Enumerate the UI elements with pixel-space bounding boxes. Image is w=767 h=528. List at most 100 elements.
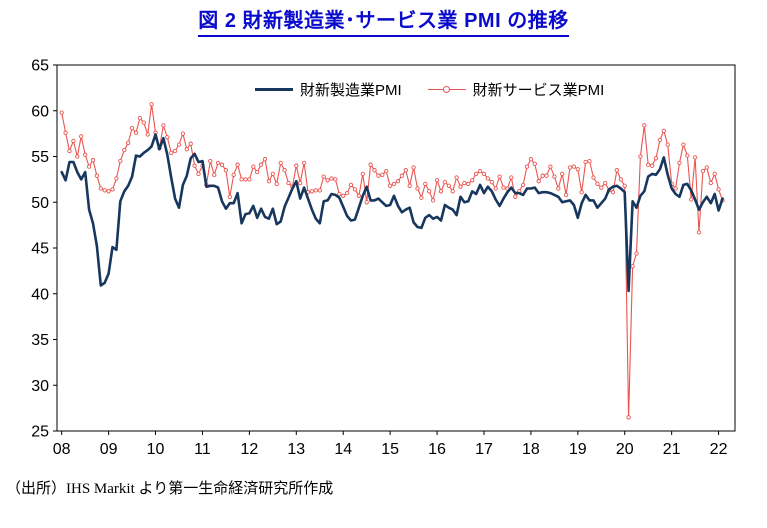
services-pmi-marker [364, 200, 369, 205]
services-pmi-marker [599, 185, 604, 190]
services-pmi-marker [653, 156, 659, 161]
x-tick-label: 12 [240, 441, 258, 458]
services-pmi-marker [94, 173, 100, 178]
services-pmi-marker [258, 162, 264, 167]
services-pmi-marker [352, 187, 358, 192]
services-pmi-marker [126, 140, 131, 145]
y-tick-label: 45 [31, 241, 49, 258]
services-pmi-marker [712, 171, 717, 177]
services-pmi-marker [176, 142, 182, 147]
services-pmi-marker [567, 165, 573, 170]
services-pmi-marker [685, 153, 690, 158]
y-tick-label: 25 [31, 424, 49, 441]
services-pmi-marker [172, 148, 178, 154]
services-pmi-marker [329, 176, 334, 181]
services-pmi-marker [696, 230, 702, 235]
legend-services-marker [442, 86, 450, 93]
x-tick-label: 17 [475, 441, 493, 458]
manufacturing-pmi-line [60, 133, 724, 293]
services-pmi-marker [575, 167, 580, 172]
services-pmi-marker [446, 183, 451, 188]
legend-label-services: 財新サービス業PMI [472, 82, 605, 99]
services-pmi-marker [344, 190, 350, 196]
services-pmi-marker [430, 198, 436, 203]
y-tick-label: 65 [31, 58, 49, 75]
legend-item-services: 財新サービス業PMI [427, 79, 605, 100]
services-pmi-marker [384, 168, 389, 174]
x-tick-label: 18 [522, 441, 540, 458]
services-pmi-marker [67, 148, 72, 154]
services-pmi-marker [137, 115, 143, 121]
services-pmi-marker [391, 181, 397, 187]
services-pmi-marker [595, 181, 600, 187]
services-pmi-marker [90, 158, 96, 163]
services-pmi-marker [524, 164, 530, 169]
x-tick-label: 16 [428, 441, 446, 458]
services-pmi-marker [532, 161, 537, 166]
services-pmi-marker [646, 162, 651, 167]
x-tick-label: 08 [53, 441, 71, 458]
services-pmi-marker [262, 157, 268, 162]
services-pmi-marker [673, 186, 678, 191]
services-pmi-marker [278, 160, 283, 166]
services-pmi-marker [145, 132, 150, 137]
services-pmi-line [61, 103, 724, 418]
services-pmi-marker [438, 189, 444, 194]
services-pmi-marker [501, 185, 506, 190]
services-pmi-marker [548, 164, 553, 169]
services-pmi-marker [520, 182, 526, 188]
services-pmi-marker [509, 175, 514, 180]
services-pmi-marker [98, 186, 103, 191]
services-pmi-marker [423, 181, 428, 187]
services-pmi-marker [59, 110, 64, 115]
title-row: 図 2 財新製造業･サービス業 PMI の推移 [0, 0, 767, 37]
services-pmi-marker [536, 179, 541, 184]
services-pmi-marker [661, 128, 666, 134]
services-pmi-marker [583, 159, 588, 165]
services-pmi-marker [270, 171, 275, 177]
services-pmi-marker [106, 189, 111, 194]
services-pmi-marker [247, 177, 252, 182]
services-pmi-marker [614, 168, 620, 173]
services-pmi-marker [219, 162, 225, 167]
services-pmi-marker [75, 154, 80, 159]
services-pmi-marker [243, 177, 248, 182]
services-pmi-marker [294, 163, 299, 168]
services-pmi-marker [298, 180, 303, 186]
services-pmi-marker [360, 171, 365, 177]
x-tick-label: 14 [334, 441, 352, 458]
services-pmi-marker [704, 165, 709, 170]
x-tick-label: 13 [287, 441, 305, 458]
services-pmi-marker [677, 160, 682, 166]
y-tick-label: 50 [31, 195, 49, 212]
chart-legend: 財新製造業PMI 財新サービス業PMI [255, 79, 604, 100]
services-pmi-marker [544, 173, 549, 178]
services-pmi-marker [114, 176, 119, 181]
services-pmi-marker [86, 164, 92, 169]
legend-label-manufacturing: 財新製造業PMI [300, 82, 402, 99]
services-pmi-marker [489, 179, 494, 185]
services-pmi-marker [474, 171, 479, 177]
services-pmi-marker [700, 168, 706, 174]
services-pmi-marker [122, 147, 127, 153]
x-tick-label: 20 [616, 441, 634, 458]
services-pmi-marker [442, 179, 448, 185]
x-tick-label: 09 [100, 441, 118, 458]
services-pmi-marker [622, 183, 627, 188]
figure-title: 図 2 財新製造業･サービス業 PMI の推移 [198, 8, 569, 37]
legend-line-manufacturing-icon [255, 88, 293, 91]
services-pmi-marker [419, 195, 424, 200]
services-pmi-marker [71, 138, 76, 144]
services-pmi-marker [317, 188, 322, 193]
services-pmi-marker [450, 189, 455, 194]
services-pmi-marker [395, 179, 401, 184]
services-pmi-marker [579, 190, 584, 195]
services-pmi-marker [196, 171, 201, 177]
services-pmi-marker [227, 194, 232, 199]
services-pmi-marker [513, 194, 518, 199]
services-pmi-marker [665, 142, 670, 147]
services-pmi-marker [309, 189, 315, 194]
services-pmi-marker [380, 172, 385, 177]
x-tick-label: 15 [381, 441, 399, 458]
